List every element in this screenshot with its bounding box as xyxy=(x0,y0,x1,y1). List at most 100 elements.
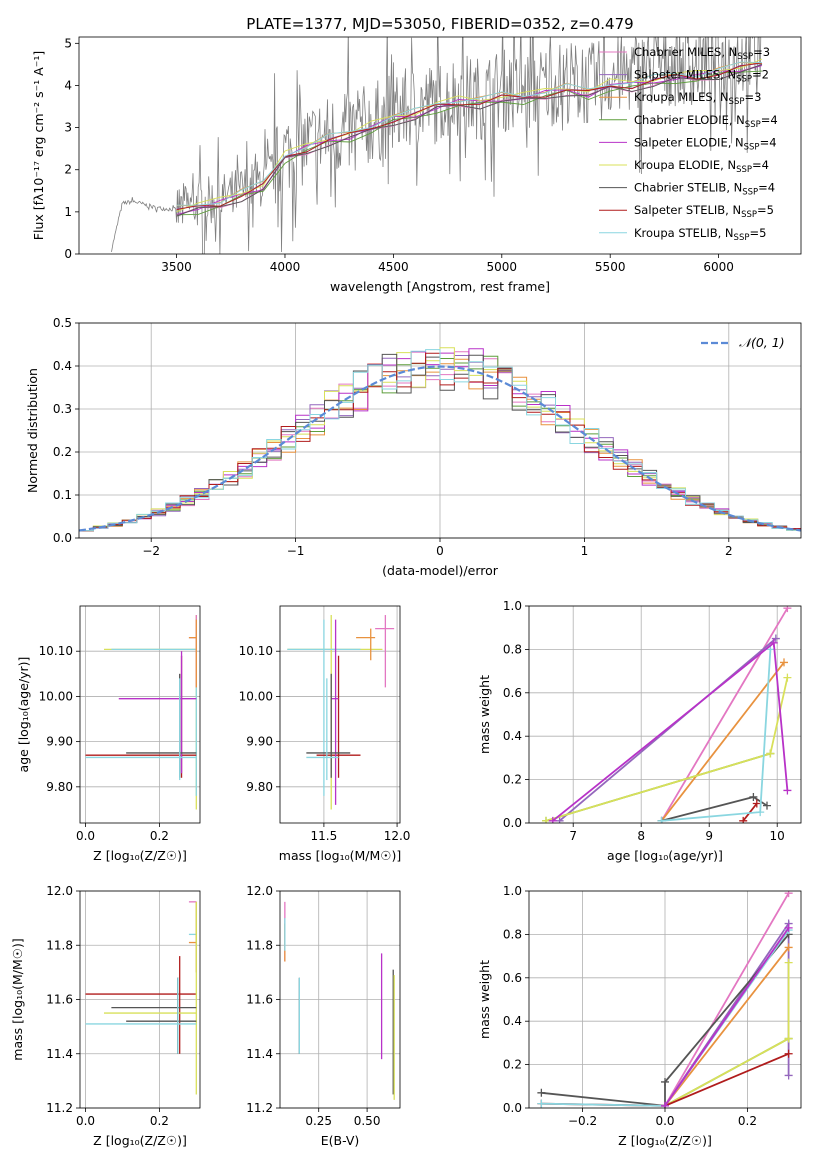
y-tick-label: 0.8 xyxy=(503,642,522,656)
panel-mass-vs-Z: 0.0 0.2 11.2 11.4 11.6 11.8 12.0 Z [log₁₀(Z/Z☉)… xyxy=(10,884,201,1148)
spectrum-data-line xyxy=(111,37,762,254)
y-axis-label: Normed distribution xyxy=(25,368,40,493)
x-tick-label: 0.25 xyxy=(305,1114,332,1128)
hist-ks xyxy=(79,349,801,532)
plot-area xyxy=(85,615,197,810)
x-axis-label: Z [log₁₀(Z/Z☉)] xyxy=(93,1133,187,1148)
x-tick-label: 7 xyxy=(569,829,577,843)
y-tick-label: 10.00 xyxy=(239,689,273,703)
x-axis-label: (data-model)/error xyxy=(382,563,499,578)
weight-marker-ke xyxy=(766,749,775,758)
x-tick-label: 0.50 xyxy=(354,1114,381,1128)
x-tick-label: 0.2 xyxy=(150,829,169,843)
weight-line-sm xyxy=(559,637,777,822)
y-tick-label: 0.2 xyxy=(503,773,522,787)
weight-marker-sm xyxy=(555,816,564,823)
plot-area xyxy=(537,891,793,1108)
x-tick-label: 0.2 xyxy=(738,1114,757,1128)
weight-line-km xyxy=(664,946,790,1107)
y-tick-label: 11.2 xyxy=(246,1101,273,1115)
x-tick-label: 11.5 xyxy=(311,829,338,843)
x-tick-label: 12.0 xyxy=(384,829,411,843)
y-tick-label: 0.6 xyxy=(503,971,522,985)
legend-label-ke: Kroupa ELODIE, NSSP=4 xyxy=(634,158,769,175)
x-tick-label: 0.0 xyxy=(76,1114,95,1128)
weight-marker-ks xyxy=(657,816,666,823)
weight-marker-ss xyxy=(739,816,748,823)
y-tick-label: 11.8 xyxy=(246,938,273,952)
panel-spectrum: 3500 4000 4500 5000 5500 6000 0 1 2 3 4 5 wavelength… xyxy=(31,36,802,294)
figure-title: PLATE=1377, MJD=53050, FIBERID=0352, z=0… xyxy=(246,15,633,33)
y-tick-label: 1.0 xyxy=(503,884,522,898)
y-tick-label: 9.80 xyxy=(46,780,73,794)
y-tick-label: 11.4 xyxy=(246,1047,273,1061)
spectrum-model-ce xyxy=(176,70,763,216)
weight-marker-se xyxy=(548,816,557,823)
x-axis-label: Z [log₁₀(Z/Z☉)] xyxy=(618,1133,712,1148)
y-axis-label: mass [log₁₀(M/M☉)] xyxy=(10,938,25,1060)
plot-area xyxy=(85,901,197,1095)
weight-marker-sm xyxy=(784,1071,793,1080)
y-tick-label: 10.00 xyxy=(39,689,73,703)
x-tick-label: −1 xyxy=(287,544,305,558)
y-tick-label: 11.4 xyxy=(46,1047,73,1061)
x-axis-label: Z [log₁₀(Z/Z☉)] xyxy=(93,848,187,863)
y-axis-label: mass weight xyxy=(477,675,492,754)
axes-frame xyxy=(528,605,802,824)
x-tick-label: 0 xyxy=(436,544,444,558)
x-tick-label: 0.2 xyxy=(150,1114,169,1128)
y-tick-label: 0.3 xyxy=(53,402,72,416)
y-tick-label: 0.2 xyxy=(53,445,72,459)
legend-label-ss: Salpeter STELIB, NSSP=5 xyxy=(634,203,774,220)
weight-marker-ke xyxy=(783,673,792,682)
panel-age-vs-mass: 11.5 12.0 9.80 9.90 10.00 10.10 mass [log₁₀(M/… xyxy=(239,605,411,863)
weight-marker-cm xyxy=(783,606,792,613)
weight-marker-cs xyxy=(537,1088,546,1097)
legend-label-cm: Chabrier MILES, NSSP=3 xyxy=(634,45,770,62)
x-tick-label: 5000 xyxy=(487,260,518,274)
x-tick-label: 6000 xyxy=(703,260,734,274)
y-tick-label: 0.6 xyxy=(503,686,522,700)
y-tick-label: 11.6 xyxy=(46,993,73,1007)
weight-marker-sm xyxy=(771,634,780,643)
y-axis-label: age [log₁₀(age/yr)] xyxy=(16,657,31,773)
y-tick-label: 0.4 xyxy=(53,359,72,373)
y-tick-label: 0.5 xyxy=(53,316,72,330)
weight-marker-se xyxy=(769,638,778,647)
x-tick-label: 0.0 xyxy=(76,829,95,843)
x-tick-label: −2 xyxy=(142,544,160,558)
y-tick-label: 0.1 xyxy=(53,488,72,502)
y-tick-label: 1 xyxy=(64,205,72,219)
legend-label-sm: Salpeter MILES, NSSP=2 xyxy=(634,68,769,85)
spectrum-model-ks xyxy=(176,61,763,206)
weight-marker-se xyxy=(784,923,793,932)
weight-marker-ke xyxy=(784,1034,793,1043)
x-tick-label: 5500 xyxy=(595,260,626,274)
weight-line-km xyxy=(660,661,785,822)
weight-marker-km xyxy=(784,943,793,952)
weight-marker-ks xyxy=(756,808,765,817)
y-tick-label: 12.0 xyxy=(246,884,273,898)
x-axis-label: E(B-V) xyxy=(321,1133,360,1148)
x-tick-label: 8 xyxy=(637,829,645,843)
legend-label-ks: Kroupa STELIB, NSSP=5 xyxy=(634,226,766,243)
weight-line-ke xyxy=(664,962,790,1107)
x-axis-label: mass [log₁₀(M/M☉)] xyxy=(279,848,401,863)
weight-marker-cs xyxy=(661,1077,669,1086)
y-tick-label: 0.0 xyxy=(53,531,72,545)
y-axis-label: mass weight xyxy=(477,960,492,1039)
x-tick-label: −0.2 xyxy=(568,1114,597,1128)
weight-marker-cm xyxy=(784,891,793,898)
legend-label-ce: Chabrier ELODIE, NSSP=4 xyxy=(634,113,778,130)
panel-weight-vs-age: 7 8 9 10 0.0 0.2 0.4 0.6 0.8 1.0 age [log₁₀(age/yr… xyxy=(477,599,802,863)
y-tick-label: 0.2 xyxy=(503,1058,522,1072)
legend-label-normal: 𝒩(0, 1) xyxy=(739,335,785,350)
weight-line-se xyxy=(664,927,790,1107)
y-tick-label: 0.0 xyxy=(503,816,522,830)
y-tick-label: 11.2 xyxy=(46,1101,73,1115)
weight-marker-cs xyxy=(763,801,771,810)
y-tick-label: 0.4 xyxy=(503,1014,522,1028)
y-tick-label: 11.6 xyxy=(246,993,273,1007)
weight-line-cs xyxy=(541,933,790,1107)
